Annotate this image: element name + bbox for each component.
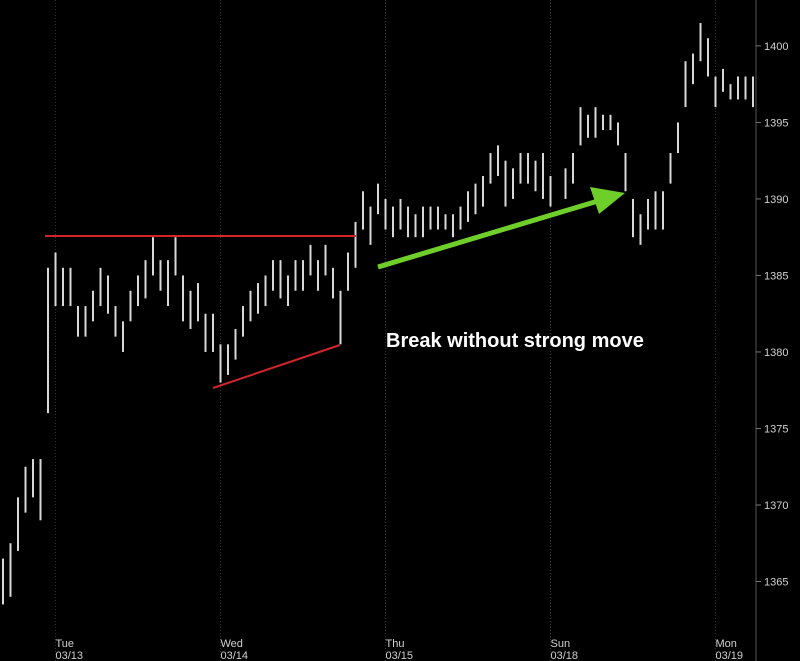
arrow-shaft xyxy=(377,198,599,270)
y-tick-label: 1385 xyxy=(764,270,788,282)
annotation: Break without strong move xyxy=(386,330,644,352)
arrow-head xyxy=(590,187,625,214)
support-trendline xyxy=(212,344,341,389)
x-tick-day: Tue xyxy=(56,638,75,650)
y-tick-label: 1390 xyxy=(764,194,788,206)
y-tick-label: 1365 xyxy=(764,577,788,589)
x-tick-day: Thu xyxy=(386,638,405,650)
x-tick-day: Wed xyxy=(221,638,243,650)
x-tick-date: 03/18 xyxy=(551,650,579,661)
x-tick-date: 03/13 xyxy=(56,650,84,661)
y-tick-label: 1380 xyxy=(764,347,788,359)
y-tick-label: 1400 xyxy=(764,41,788,53)
x-tick-day: Sun xyxy=(551,638,571,650)
x-tick-date: 03/19 xyxy=(716,650,744,661)
x-tick-date: 03/14 xyxy=(221,650,249,661)
y-tick-label: 1370 xyxy=(764,500,788,512)
y-tick-label: 1395 xyxy=(764,117,788,129)
y-tick-label: 1375 xyxy=(764,423,788,435)
x-tick-date: 03/15 xyxy=(386,650,414,661)
x-tick-day: Mon xyxy=(716,638,737,650)
